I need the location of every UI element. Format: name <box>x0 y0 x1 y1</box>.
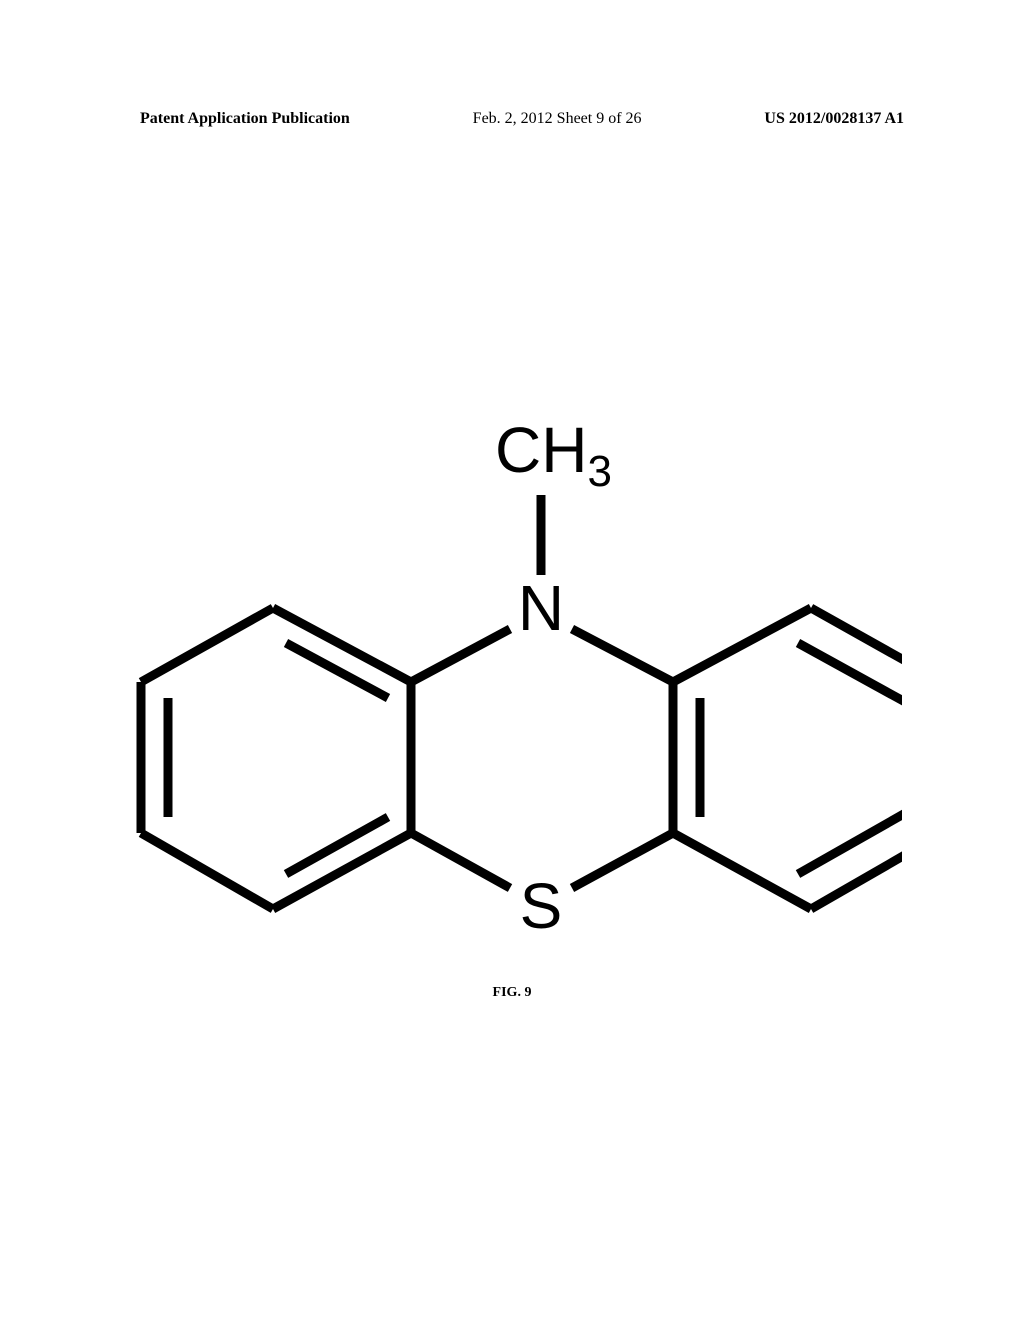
n-to-left-ring-bond <box>411 629 510 682</box>
right-ring-bond-1 <box>673 608 811 682</box>
publication-number: US 2012/0028137 A1 <box>764 110 904 128</box>
n-to-right-ring-bond <box>572 629 673 682</box>
left-ring-double-3 <box>286 817 388 874</box>
right-ring-to-s-bond <box>572 833 673 888</box>
left-ring-double-1 <box>286 643 388 698</box>
left-ring-to-s-bond <box>411 833 510 888</box>
ch3-label: CH3 <box>495 420 612 496</box>
chemical-structure-svg: CH3 N <box>122 420 902 940</box>
date-and-sheet: Feb. 2, 2012 Sheet 9 of 26 <box>473 110 642 128</box>
n-label: N <box>518 572 564 644</box>
left-ring-bond-4 <box>141 833 273 909</box>
s-label: S <box>520 870 563 940</box>
right-ring-bond-5 <box>673 833 811 909</box>
page-header: Patent Application Publication Feb. 2, 2… <box>0 110 1024 128</box>
left-ring-bond-2 <box>141 608 273 682</box>
molecule-diagram: CH3 N <box>122 420 902 940</box>
figure-caption: FIG. 9 <box>493 985 532 1001</box>
publication-type: Patent Application Publication <box>140 110 350 128</box>
